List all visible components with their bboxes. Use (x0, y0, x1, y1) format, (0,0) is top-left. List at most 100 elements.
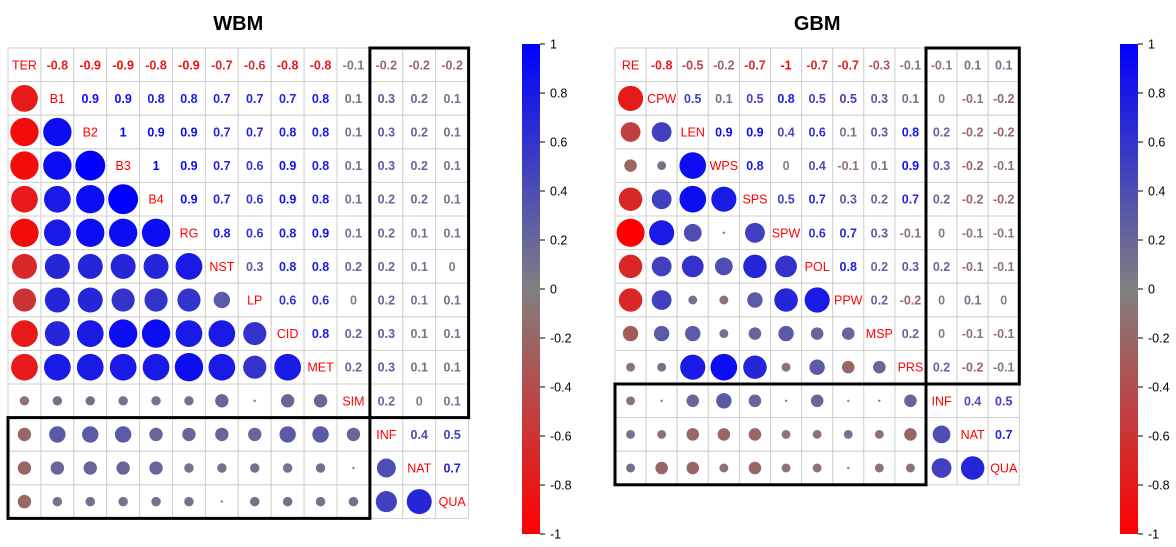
correlation-circle (43, 353, 71, 381)
correlation-circle (19, 396, 30, 406)
grid-cell (832, 282, 865, 318)
correlation-value: 0.8 (279, 226, 296, 240)
correlation-value: -0.1 (900, 226, 922, 240)
correlation-value: -0.2 (962, 126, 984, 140)
variable-label: TER (12, 58, 37, 72)
correlation-circle (143, 253, 169, 279)
grid-cell (336, 383, 371, 419)
correlation-value: 0 (938, 226, 945, 240)
grid-cell (863, 47, 896, 83)
variable-label: B4 (148, 193, 163, 207)
grid-cell (237, 114, 272, 150)
correlation-value: 0.1 (443, 361, 460, 375)
correlation-circle (809, 359, 825, 375)
correlation-value: -0.8 (47, 58, 69, 72)
correlation-circle (111, 288, 135, 312)
correlation-circle (217, 463, 227, 473)
correlation-value: 0.1 (411, 294, 428, 308)
correlation-value: 0.3 (378, 126, 395, 140)
grid-cell (832, 148, 865, 183)
correlation-circle (624, 159, 637, 172)
correlation-value: -0.1 (343, 58, 365, 72)
correlation-circle (651, 122, 672, 142)
grid-cell (369, 282, 404, 318)
variable-label: INF (931, 394, 952, 408)
correlation-circle (784, 399, 788, 402)
variable-label: MET (307, 361, 334, 375)
grid-cell (369, 148, 404, 183)
grid-cell (676, 417, 709, 452)
grid-cell (139, 148, 174, 183)
grid-cell (863, 148, 896, 183)
grid-cell (435, 417, 470, 452)
correlation-circle (44, 321, 70, 347)
correlation-value: 0.9 (180, 193, 197, 207)
correlation-circle (686, 394, 700, 408)
correlation-circle (743, 254, 767, 279)
correlation-value: 0.8 (312, 193, 329, 207)
correlation-circle (149, 427, 163, 442)
correlation-value: -0.1 (962, 327, 984, 341)
correlation-circle (841, 360, 855, 374)
correlation-circle (812, 463, 822, 473)
grid-cell (925, 148, 958, 183)
colorbar-tick-label: -0.2 (1148, 332, 1170, 346)
correlation-value: 0.7 (443, 462, 460, 476)
correlation-circle (847, 399, 850, 402)
grid-cell (863, 181, 896, 217)
correlation-circle (618, 187, 643, 211)
correlation-circle (719, 329, 729, 339)
colorbar-tick-label: -0.4 (550, 381, 572, 395)
correlation-circle (82, 426, 99, 443)
correlation-circle (748, 461, 762, 475)
grid-cell (801, 81, 834, 116)
highlight-box (613, 382, 928, 487)
correlation-value: 0.3 (933, 159, 950, 173)
colorbar-tick-label: 0.2 (550, 234, 567, 248)
grid-cell (73, 81, 108, 116)
grid-cell (707, 282, 740, 318)
correlation-value: 0.1 (443, 394, 460, 408)
correlation-value: 0.6 (808, 226, 825, 240)
correlation-value: 0.3 (902, 260, 919, 274)
correlation-value: -0.2 (993, 92, 1015, 106)
correlation-circle (719, 295, 729, 305)
correlation-value: 0.1 (411, 226, 428, 240)
correlation-circle (11, 253, 37, 279)
correlation-circle (722, 231, 726, 234)
correlation-circle (76, 218, 105, 247)
grid-cell (336, 249, 371, 284)
correlation-value: 0.2 (933, 260, 950, 274)
correlation-value: 0.8 (279, 126, 296, 140)
correlation-circle (651, 256, 672, 277)
correlation-value: 0.1 (345, 226, 362, 240)
grid-cell (956, 316, 989, 351)
correlation-circle (375, 491, 397, 513)
correlation-circle (142, 353, 170, 381)
correlation-value: -0.2 (713, 58, 735, 72)
correlation-value: 0.1 (443, 159, 460, 173)
correlation-value: 0.1 (443, 92, 460, 106)
grid-cell (106, 148, 141, 183)
correlation-circle (52, 396, 63, 406)
grid-cell (402, 349, 437, 385)
grid-cell (7, 47, 42, 83)
correlation-circle (243, 355, 267, 379)
correlation-value: 0.9 (180, 126, 197, 140)
colorbar-tick-label: -1 (550, 528, 561, 542)
correlation-circle (841, 327, 855, 340)
grid-cell (303, 181, 338, 217)
correlation-value: 0.8 (312, 260, 329, 274)
highlight-box (924, 46, 1021, 386)
correlation-circle (651, 290, 672, 310)
correlation-circle (904, 394, 917, 408)
grid-cell (435, 316, 470, 351)
correlation-circle (77, 253, 103, 279)
correlation-value: 0.1 (840, 126, 857, 140)
grid-cell (270, 81, 305, 116)
correlation-circle (141, 319, 171, 348)
correlation-value: 0.1 (411, 327, 428, 341)
grid-cell (303, 316, 338, 351)
correlation-circle (17, 427, 32, 442)
